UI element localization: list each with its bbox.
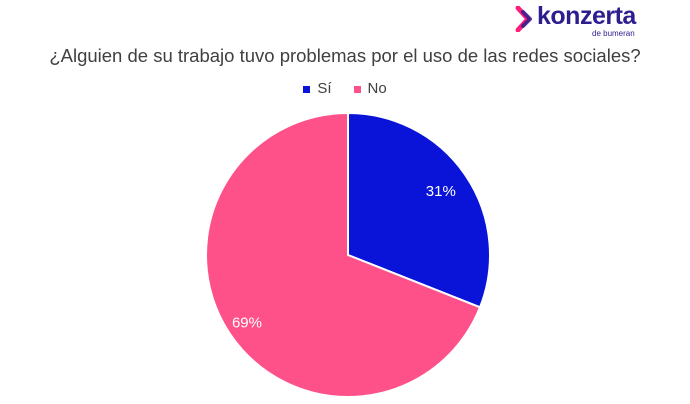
konzerta-logo: konzerta de bumeran (514, 2, 644, 38)
legend-label-si: Sí (317, 80, 332, 97)
pie-slice-si (347, 111, 491, 309)
data-label-no: 69% (232, 315, 262, 332)
chart-title: ¿Alguien de su trabajo tuvo problemas po… (49, 45, 641, 66)
brand-tagline: de bumeran (592, 29, 635, 38)
brand-name: konzerta (537, 2, 636, 30)
legend-swatch-si (303, 85, 311, 93)
data-label-si: 31% (426, 183, 456, 200)
chart-legend: Sí No (0, 79, 690, 99)
legend-item-no: No (353, 79, 387, 99)
pie-slice-no (205, 111, 482, 398)
konzerta-mark-icon (515, 6, 532, 32)
legend-item-si: Sí (303, 79, 332, 99)
legend-swatch-no (353, 85, 361, 93)
legend-label-no: No (367, 80, 387, 97)
